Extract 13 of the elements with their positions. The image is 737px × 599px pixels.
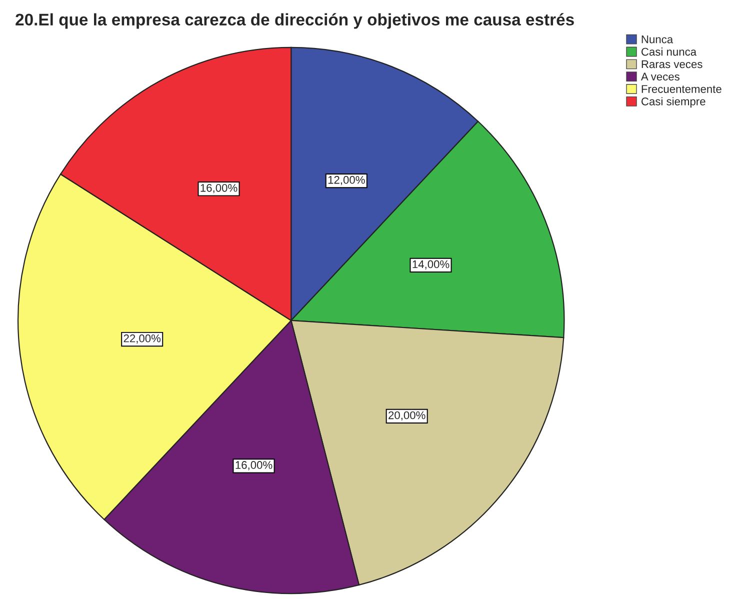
legend-label: A veces xyxy=(640,72,680,81)
legend-label: Casi siempre xyxy=(642,97,706,108)
data-label: 12,00% xyxy=(328,176,365,186)
data-label: 14,00% xyxy=(412,260,450,270)
data-label: 16,00% xyxy=(236,461,272,470)
data-label: 22,00% xyxy=(124,334,161,344)
legend-label: Raras veces xyxy=(642,60,702,68)
data-label: 20,00% xyxy=(388,411,426,420)
chart-title: 20.El que la empresa carezca de dirección y objetivos me causa estrés xyxy=(16,13,574,29)
legend-label: Frecuentemente xyxy=(642,85,722,93)
data-label: 16,00% xyxy=(200,184,238,194)
legend-label: Casi nunca xyxy=(642,48,697,56)
legend-label: Nunca xyxy=(642,36,674,44)
